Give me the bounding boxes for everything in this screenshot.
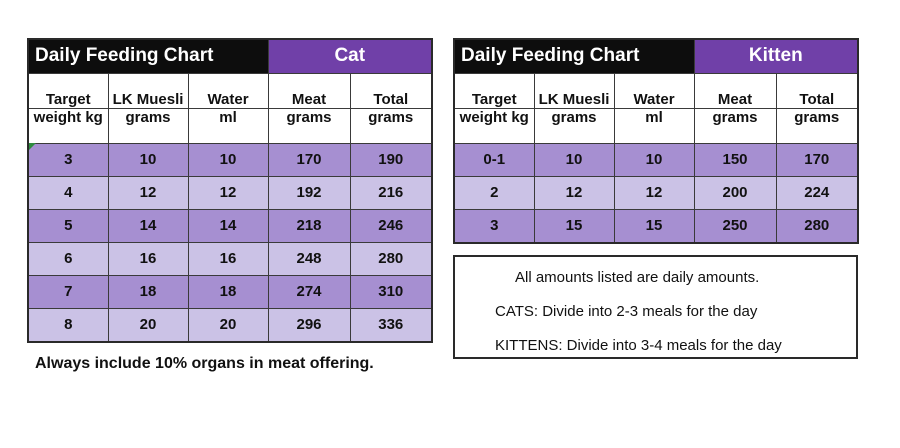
header-cell: Water xyxy=(187,72,269,109)
cat-header-row-1: Target LK Muesli Water Meat Total xyxy=(27,72,433,109)
cat-table-body: 3 10 10 170 190 4 12 12 192 216 5 14 14 218 246 6 16 16 24… xyxy=(27,142,433,342)
table-cell: 20 xyxy=(187,307,269,342)
table-cell: 192 xyxy=(267,175,351,210)
table-cell: 5 xyxy=(27,208,109,243)
table-row: 3 15 15 250 280 xyxy=(453,208,859,243)
table-row: 3 10 10 170 190 xyxy=(27,142,433,177)
table-cell: 12 xyxy=(533,175,615,210)
note-daily-amounts: All amounts listed are daily amounts. xyxy=(515,269,760,286)
table-cell: 10 xyxy=(107,142,189,177)
notes-box: All amounts listed are daily amounts. CA… xyxy=(453,255,858,359)
table-cell: 14 xyxy=(107,208,189,243)
table-row: 5 14 14 218 246 xyxy=(27,208,433,243)
table-cell: 15 xyxy=(533,208,615,243)
header-cell: LK Muesli xyxy=(533,72,615,109)
table-cell: 7 xyxy=(27,274,109,309)
kitten-header-row-1: Target LK Muesli Water Meat Total xyxy=(453,72,859,109)
table-row: 7 18 18 274 310 xyxy=(27,274,433,309)
table-cell: 250 xyxy=(693,208,777,243)
organs-footnote: Always include 10% organs in meat offeri… xyxy=(35,355,374,372)
table-cell: 150 xyxy=(693,142,777,177)
header-cell: grams xyxy=(533,107,615,144)
table-row: 2 12 12 200 224 xyxy=(453,175,859,210)
cat-header-row-2: weight kg grams ml grams grams xyxy=(27,107,433,144)
header-cell: grams xyxy=(349,107,433,144)
header-cell: ml xyxy=(613,107,695,144)
table-cell: 310 xyxy=(349,274,433,309)
table-cell: 336 xyxy=(349,307,433,342)
note-kittens-meals: KITTENS: Divide into 3-4 meals for the d… xyxy=(495,337,782,354)
table-cell: 12 xyxy=(187,175,269,210)
header-cell: grams xyxy=(267,107,351,144)
table-cell: 280 xyxy=(349,241,433,276)
header-cell: Total xyxy=(349,72,433,109)
table-cell: 10 xyxy=(533,142,615,177)
cat-table-title: Daily Feeding Chart xyxy=(27,38,269,74)
cat-table-label: Cat xyxy=(267,38,433,74)
table-cell: 6 xyxy=(27,241,109,276)
table-cell: 4 xyxy=(27,175,109,210)
table-cell: 200 xyxy=(693,175,777,210)
header-cell: grams xyxy=(775,107,859,144)
header-cell: Meat xyxy=(267,72,351,109)
table-cell: 296 xyxy=(267,307,351,342)
table-cell: 8 xyxy=(27,307,109,342)
cell-corner-marker xyxy=(29,143,36,150)
header-cell: weight kg xyxy=(27,107,109,144)
kitten-feeding-table: Daily Feeding Chart Kitten Target LK Mue… xyxy=(453,38,860,244)
note-cats-meals: CATS: Divide into 2-3 meals for the day xyxy=(495,303,758,320)
table-cell: 10 xyxy=(613,142,695,177)
table-row: 6 16 16 248 280 xyxy=(27,241,433,276)
header-cell: grams xyxy=(107,107,189,144)
table-cell: 2 xyxy=(453,175,535,210)
table-cell: 190 xyxy=(349,142,433,177)
kitten-table-body: 0-1 10 10 150 170 2 12 12 200 224 3 15 15 250 280 xyxy=(453,142,859,243)
kitten-table-label: Kitten xyxy=(693,38,859,74)
table-cell: 0-1 xyxy=(453,142,535,177)
kitten-header-row-2: weight kg grams ml grams grams xyxy=(453,107,859,144)
table-row: 8 20 20 296 336 xyxy=(27,307,433,342)
table-row: 0-1 10 10 150 170 xyxy=(453,142,859,177)
table-cell: 14 xyxy=(187,208,269,243)
header-cell: Meat xyxy=(693,72,777,109)
header-cell: weight kg xyxy=(453,107,535,144)
table-cell: 18 xyxy=(187,274,269,309)
table-cell: 18 xyxy=(107,274,189,309)
table-cell: 12 xyxy=(613,175,695,210)
table-cell: 170 xyxy=(267,142,351,177)
header-cell: ml xyxy=(187,107,269,144)
table-cell: 10 xyxy=(187,142,269,177)
table-cell: 20 xyxy=(107,307,189,342)
table-row: 4 12 12 192 216 xyxy=(27,175,433,210)
header-cell: Total xyxy=(775,72,859,109)
kitten-table-title: Daily Feeding Chart xyxy=(453,38,695,74)
table-cell: 246 xyxy=(349,208,433,243)
table-cell: 216 xyxy=(349,175,433,210)
header-cell: Target xyxy=(27,72,109,109)
table-cell: 280 xyxy=(775,208,859,243)
table-cell: 274 xyxy=(267,274,351,309)
table-cell: 12 xyxy=(107,175,189,210)
header-cell: Water xyxy=(613,72,695,109)
table-cell: 3 xyxy=(453,208,535,243)
table-cell: 218 xyxy=(267,208,351,243)
table-cell: 224 xyxy=(775,175,859,210)
header-cell: grams xyxy=(693,107,777,144)
header-cell: LK Muesli xyxy=(107,72,189,109)
header-cell: Target xyxy=(453,72,535,109)
table-cell: 248 xyxy=(267,241,351,276)
table-cell: 3 xyxy=(27,142,109,177)
table-cell: 16 xyxy=(187,241,269,276)
cat-feeding-table: Daily Feeding Chart Cat Target LK Muesli… xyxy=(27,38,434,343)
table-cell: 170 xyxy=(775,142,859,177)
table-cell: 15 xyxy=(613,208,695,243)
table-cell: 16 xyxy=(107,241,189,276)
